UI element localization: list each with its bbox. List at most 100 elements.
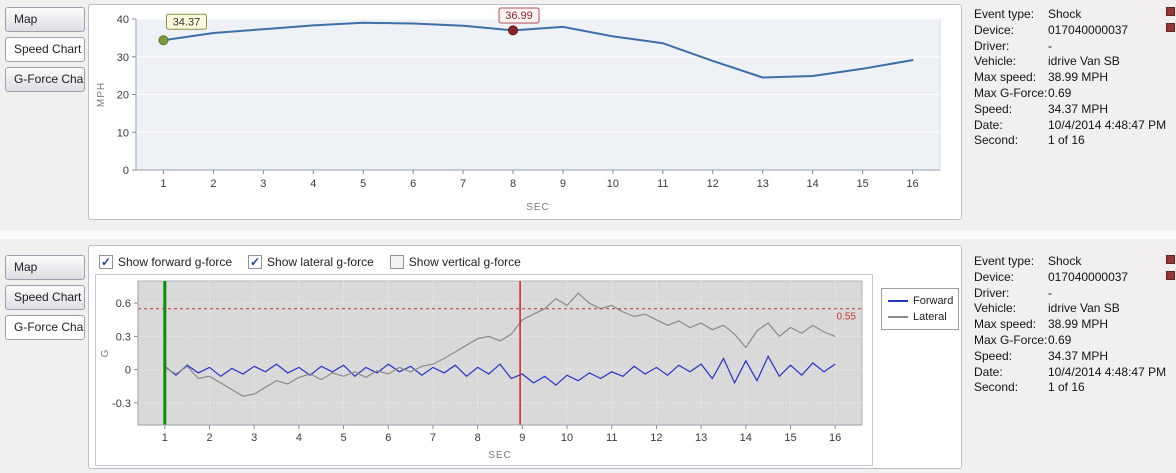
legend-entry: Forward bbox=[888, 293, 954, 309]
svg-text:13: 13 bbox=[695, 432, 707, 444]
svg-text:10: 10 bbox=[607, 178, 619, 190]
svg-text:15: 15 bbox=[856, 178, 868, 190]
svg-text:14: 14 bbox=[740, 432, 752, 444]
tab-gforce-chart-bottom[interactable]: G-Force Chart bbox=[5, 315, 85, 340]
event-info-row: Event type: Shock bbox=[974, 254, 1172, 270]
svg-text:15: 15 bbox=[784, 432, 796, 444]
svg-text:14: 14 bbox=[807, 178, 819, 190]
info-value: 34.37 MPH bbox=[1048, 101, 1109, 116]
svg-text:0.55: 0.55 bbox=[837, 312, 857, 323]
svg-text:9: 9 bbox=[519, 432, 525, 444]
event-info-row: Max G-Force: 0.69 bbox=[974, 333, 1172, 349]
svg-text:6: 6 bbox=[385, 432, 391, 444]
event-info-row: Date: 10/4/2014 4:48:47 PM bbox=[974, 118, 1172, 134]
event-info-row: Device: 017040000037 bbox=[974, 23, 1172, 39]
info-value: 0.69 bbox=[1048, 332, 1072, 347]
info-label: Speed: bbox=[974, 348, 1013, 363]
svg-text:30: 30 bbox=[117, 52, 129, 64]
svg-text:9: 9 bbox=[560, 178, 566, 190]
svg-text:3: 3 bbox=[260, 178, 266, 190]
svg-text:SEC: SEC bbox=[526, 202, 550, 213]
info-label: Max speed: bbox=[974, 70, 1037, 85]
legend-entry: Lateral bbox=[888, 309, 952, 325]
tab-map-top[interactable]: Map bbox=[5, 7, 85, 32]
info-value: - bbox=[1048, 285, 1052, 300]
svg-text:16: 16 bbox=[829, 432, 841, 444]
right-edge-marker bbox=[1166, 271, 1175, 280]
gforce-chart: 1 2 3 4 5 6 7 8 9 10 11 12 13 14 15 16-0.300.30.60.55GS… bbox=[100, 280, 863, 461]
tab-map-bottom[interactable]: Map bbox=[5, 255, 85, 280]
info-value: Shock bbox=[1048, 7, 1082, 21]
info-value: 1 of 16 bbox=[1048, 380, 1085, 395]
svg-text:4: 4 bbox=[296, 432, 302, 444]
checkbox-icon bbox=[389, 255, 404, 269]
event-info-panel-top: Event type: Shock Device: 017040000037 Drive… bbox=[964, 0, 1176, 230]
info-label: Max speed: bbox=[974, 317, 1037, 332]
svg-text:20: 20 bbox=[117, 90, 129, 102]
info-label: Second: bbox=[974, 380, 1019, 395]
event-info-row: Speed: 34.37 MPH bbox=[974, 349, 1172, 365]
right-edge-marker bbox=[1166, 255, 1175, 264]
info-label: Driver: bbox=[974, 38, 1010, 53]
checkbox-label: Show forward g-force bbox=[118, 255, 233, 269]
info-value: 1 of 16 bbox=[1048, 133, 1085, 148]
event-info-row: Vehicle: idrive Van SB bbox=[974, 301, 1172, 317]
info-label: Date: bbox=[974, 364, 1003, 379]
tab-speed-chart-top[interactable]: Speed Chart bbox=[5, 37, 85, 62]
svg-text:G: G bbox=[100, 349, 111, 358]
event-info-row: Driver: - bbox=[974, 286, 1172, 302]
gforce-chart-frame: 1 2 3 4 5 6 7 8 9 10 11 12 13 14 15 16 -0.3 0 0.3 0.6 0.55 G S… bbox=[95, 274, 873, 466]
tab-speed-chart-bottom[interactable]: Speed Chart bbox=[5, 285, 85, 310]
event-info-row: Speed: 34.37 MPH bbox=[974, 102, 1172, 118]
svg-text:34.37: 34.37 bbox=[173, 16, 201, 28]
checkbox-show-lateral-gforce[interactable]: ✓ Show lateral g-force bbox=[248, 255, 374, 269]
svg-text:5: 5 bbox=[360, 178, 366, 190]
gforce-legend: Forward Lateral bbox=[881, 288, 959, 330]
checkbox-show-vertical-gforce[interactable]: Show vertical g-force bbox=[389, 255, 521, 269]
svg-text:13: 13 bbox=[757, 178, 769, 190]
info-label: Max G-Force: bbox=[974, 332, 1048, 347]
svg-text:0.3: 0.3 bbox=[116, 331, 131, 343]
right-edge-marker bbox=[1166, 23, 1175, 32]
event-info-row: Event type: Shock bbox=[974, 7, 1172, 23]
svg-text:36.99: 36.99 bbox=[505, 10, 533, 22]
svg-text:2: 2 bbox=[206, 432, 212, 444]
info-value: - bbox=[1048, 38, 1052, 53]
event-info-row: Max speed: 38.99 MPH bbox=[974, 317, 1172, 333]
event-info-row: Max speed: 38.99 MPH bbox=[974, 70, 1172, 86]
svg-text:12: 12 bbox=[650, 432, 662, 444]
top-tab-strip: Map Speed Chart G-Force Chart bbox=[5, 7, 87, 97]
info-value: 017040000037 bbox=[1048, 269, 1129, 284]
svg-text:8: 8 bbox=[510, 178, 516, 190]
svg-text:5: 5 bbox=[341, 432, 347, 444]
legend-line-sample bbox=[888, 300, 908, 302]
gforce-chart-section: Map Speed Chart G-Force Chart ✓ Show for… bbox=[0, 239, 1176, 473]
svg-text:0: 0 bbox=[125, 365, 131, 377]
info-label: Date: bbox=[974, 117, 1003, 132]
info-label: Event type: bbox=[974, 254, 1035, 268]
svg-text:7: 7 bbox=[430, 432, 436, 444]
checkbox-show-forward-gforce[interactable]: ✓ Show forward g-force bbox=[99, 255, 232, 269]
speed-chart-section: Map Speed Chart G-Force Chart 0 10 20 30 40 1… bbox=[0, 0, 1176, 230]
legend-label: Lateral bbox=[913, 311, 947, 323]
svg-text:7: 7 bbox=[460, 178, 466, 190]
event-info-row: Max G-Force: 0.69 bbox=[974, 86, 1172, 102]
gforce-panel: ✓ Show forward g-force ✓ Show lateral g-… bbox=[88, 245, 962, 469]
info-label: Second: bbox=[974, 133, 1019, 148]
svg-text:8: 8 bbox=[475, 432, 481, 444]
svg-text:0: 0 bbox=[123, 165, 129, 177]
event-info-rows: Event type: Shock Device: 017040000037 Drive… bbox=[974, 7, 1172, 149]
event-info-row: Date: 10/4/2014 4:48:47 PM bbox=[974, 365, 1172, 381]
svg-text:0.6: 0.6 bbox=[116, 298, 131, 310]
svg-text:16: 16 bbox=[906, 178, 918, 190]
info-value: 34.37 MPH bbox=[1048, 348, 1109, 363]
info-label: Vehicle: bbox=[974, 54, 1017, 69]
info-label: Device: bbox=[974, 269, 1015, 284]
legend-label: Forward bbox=[913, 295, 954, 307]
info-value: Shock bbox=[1048, 254, 1082, 268]
info-label: Speed: bbox=[974, 101, 1013, 116]
checkbox-label: Show vertical g-force bbox=[408, 255, 521, 269]
tab-gforce-chart-top[interactable]: G-Force Chart bbox=[5, 67, 85, 92]
checkbox-icon: ✓ bbox=[248, 255, 263, 269]
